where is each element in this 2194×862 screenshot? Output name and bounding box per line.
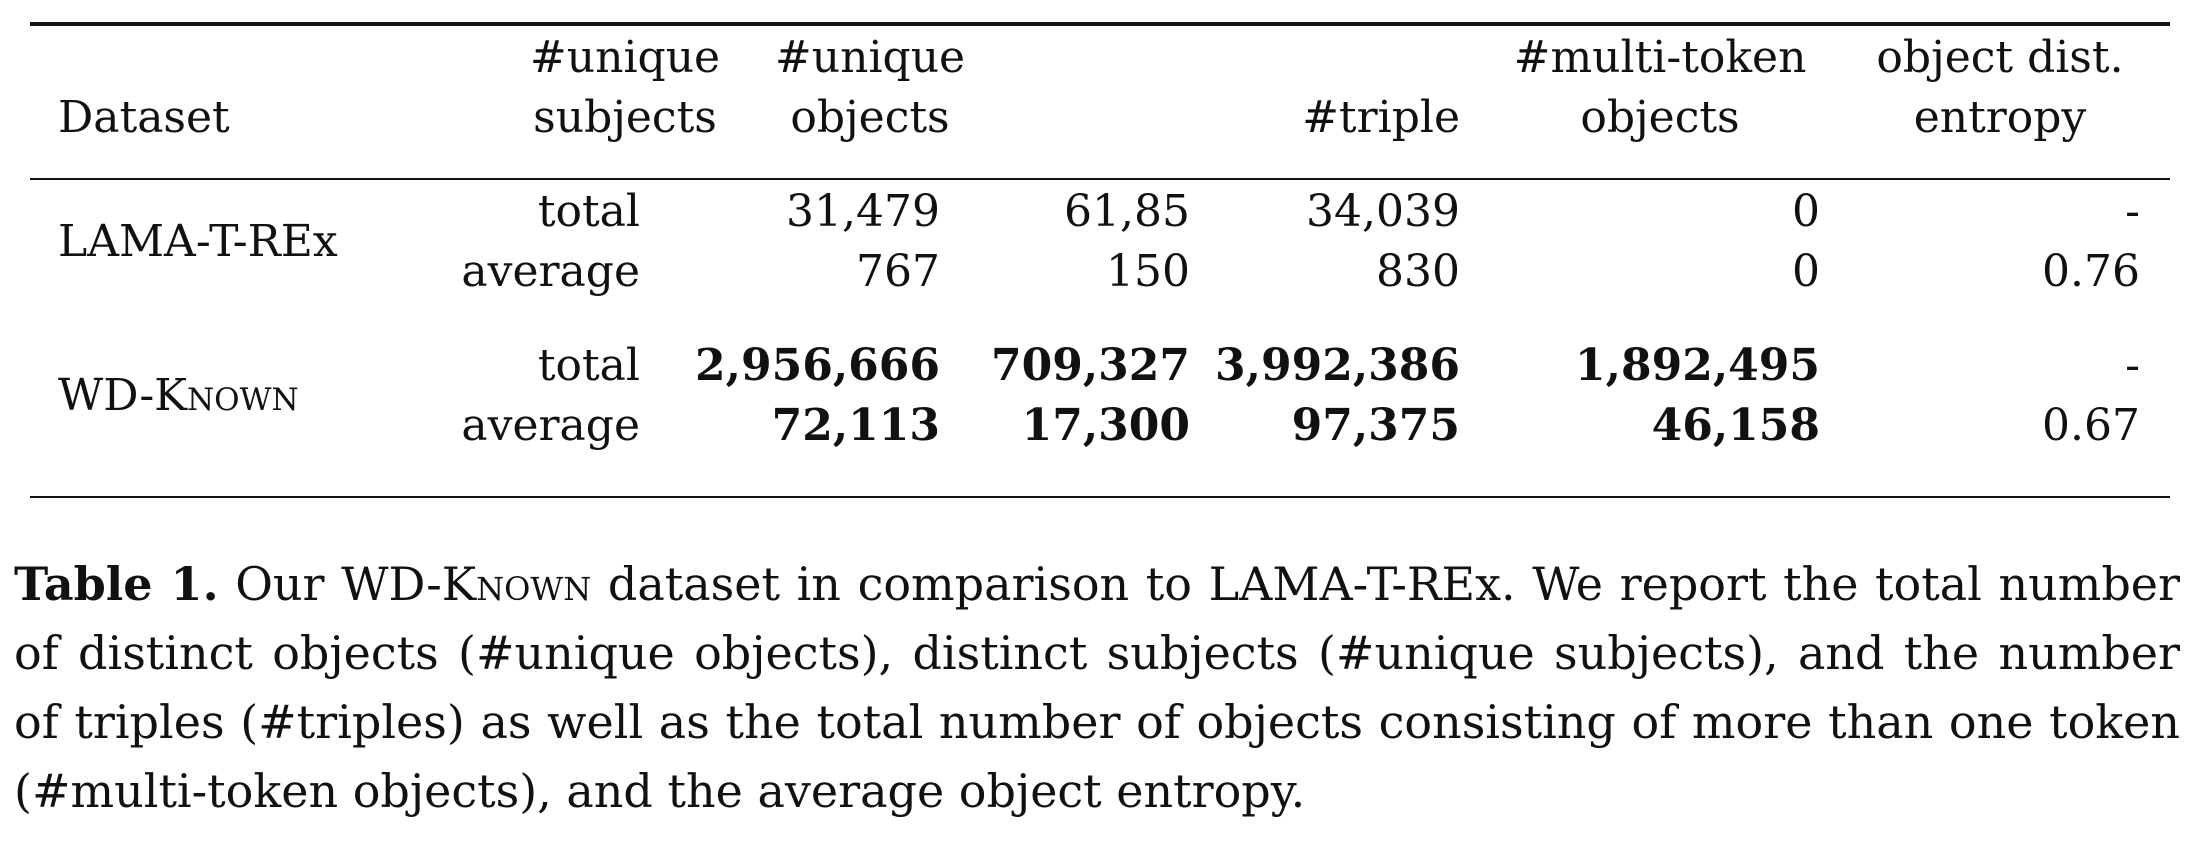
caption-label: Table 1. bbox=[14, 557, 219, 611]
caption-dataset-name: WD-Known bbox=[341, 557, 592, 611]
cell-entropy: 0.67 bbox=[2042, 400, 2140, 451]
cell-unique-objects: 150 bbox=[1106, 246, 1190, 297]
cell-unique-subjects: 31,479 bbox=[786, 186, 940, 237]
header-unique-subjects-line2: subjects bbox=[533, 92, 717, 143]
header-triple: #triple bbox=[1302, 92, 1460, 143]
table-caption: Table 1. Our WD-Known dataset in compari… bbox=[14, 550, 2180, 826]
header-dataset: Dataset bbox=[58, 92, 230, 143]
cell-unique-subjects: 72,113 bbox=[771, 400, 940, 451]
cell-triple: 97,375 bbox=[1291, 400, 1460, 451]
caption-text-part2: dataset in comparison to LAMA-T-REx. We … bbox=[14, 557, 2181, 818]
header-entropy-line2: entropy bbox=[1913, 92, 2087, 143]
header-entropy-line1: object dist. bbox=[1876, 32, 2124, 83]
row-label: total bbox=[537, 186, 640, 237]
caption-text-part1: Our bbox=[218, 557, 342, 611]
cell-entropy: 0.76 bbox=[2042, 246, 2140, 297]
cell-multi-token: 0 bbox=[1792, 246, 1820, 297]
dataset-name-lama: LAMA-T-REx bbox=[58, 216, 338, 267]
header-unique-objects-line1: #unique bbox=[774, 32, 966, 83]
header-unique-objects-line2: objects bbox=[790, 92, 950, 143]
header-multi-token-line1: #multi-token bbox=[1513, 32, 1807, 83]
row-label: total bbox=[537, 340, 640, 391]
cell-multi-token: 0 bbox=[1792, 186, 1820, 237]
header-rule bbox=[30, 178, 2170, 180]
header-unique-subjects-line1: #unique bbox=[529, 32, 721, 83]
cell-unique-subjects: 767 bbox=[856, 246, 940, 297]
cell-unique-objects: 61,85 bbox=[1064, 186, 1190, 237]
top-rule bbox=[30, 22, 2170, 26]
cell-triple: 830 bbox=[1376, 246, 1460, 297]
bottom-rule bbox=[30, 496, 2170, 498]
cell-triple: 34,039 bbox=[1306, 186, 1460, 237]
dataset-name-wd-known: WD-Known bbox=[58, 370, 299, 421]
cell-multi-token: 1,892,495 bbox=[1575, 340, 1820, 391]
header-multi-token-line2: objects bbox=[1580, 92, 1740, 143]
cell-entropy: - bbox=[2125, 340, 2140, 391]
header-unique-objects: #unique objects bbox=[750, 28, 990, 148]
row-label: average bbox=[461, 246, 640, 297]
header-multi-token-objects: #multi-token objects bbox=[1510, 28, 1810, 148]
cell-multi-token: 46,158 bbox=[1651, 400, 1820, 451]
header-object-entropy: object dist. entropy bbox=[1850, 28, 2150, 148]
header-unique-subjects: #unique subjects bbox=[490, 28, 760, 148]
cell-unique-objects: 17,300 bbox=[1021, 400, 1190, 451]
row-label: average bbox=[461, 400, 640, 451]
cell-unique-objects: 709,327 bbox=[990, 340, 1190, 391]
cell-unique-subjects: 2,956,666 bbox=[695, 340, 940, 391]
cell-entropy: - bbox=[2125, 186, 2140, 237]
cell-triple: 3,992,386 bbox=[1215, 340, 1460, 391]
